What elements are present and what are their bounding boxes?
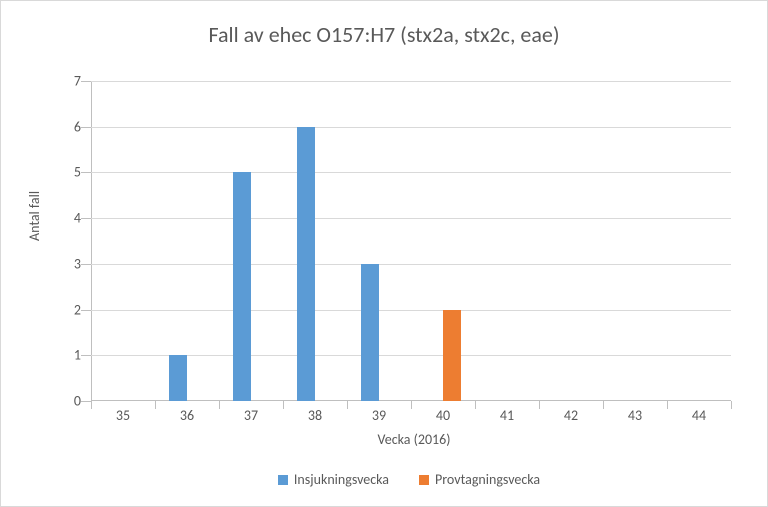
y-tick [81,218,91,219]
y-tick-label: 4 [41,210,81,227]
legend-swatch-0 [278,475,288,485]
x-tick-label: 37 [219,407,283,424]
y-tick-label: 0 [41,393,81,410]
x-tick-label: 43 [603,407,667,424]
y-tick-label: 1 [41,347,81,364]
gridline [91,172,731,173]
y-tick [81,127,91,128]
bar [169,355,187,401]
x-tick-label: 40 [411,407,475,424]
plot-area: 01234567 35363738394041424344 [91,81,731,401]
y-tick [81,310,91,311]
y-axis-line [91,81,92,401]
bar [297,127,315,401]
y-axis-title: Antal fall [26,191,43,241]
bar [233,172,251,401]
y-tick [81,355,91,356]
chart-title: Fall av ehec O157:H7 (stx2a, stx2c, eae) [1,21,767,48]
bar [361,264,379,401]
x-tick-label: 42 [539,407,603,424]
gridline [91,264,731,265]
legend-label-1: Provtagningsvecka [435,471,540,488]
y-tick [81,81,91,82]
x-tick-label: 35 [91,407,155,424]
y-tick [81,172,91,173]
x-axis-title: Vecka (2016) [61,431,767,448]
gridline [91,355,731,356]
y-tick [81,264,91,265]
y-tick-label: 2 [41,301,81,318]
gridline [91,218,731,219]
bar [443,310,461,401]
legend-label-0: Insjukningsvecka [294,471,389,488]
y-tick-label: 5 [41,164,81,181]
legend-item-0: Insjukningsvecka [278,471,389,488]
y-tick-label: 7 [41,73,81,90]
gridline [91,127,731,128]
gridline [91,310,731,311]
legend-swatch-1 [419,475,429,485]
x-tick-label: 39 [347,407,411,424]
chart-container: Fall av ehec O157:H7 (stx2a, stx2c, eae)… [0,0,768,507]
legend: Insjukningsvecka Provtagningsvecka [51,471,767,488]
y-tick [81,401,91,402]
x-tick-label: 36 [155,407,219,424]
y-tick-label: 3 [41,255,81,272]
x-tick-label: 41 [475,407,539,424]
x-tick [731,401,732,409]
x-tick-label: 44 [667,407,731,424]
y-tick-label: 6 [41,118,81,135]
gridline [91,81,731,82]
legend-item-1: Provtagningsvecka [419,471,540,488]
x-tick-label: 38 [283,407,347,424]
